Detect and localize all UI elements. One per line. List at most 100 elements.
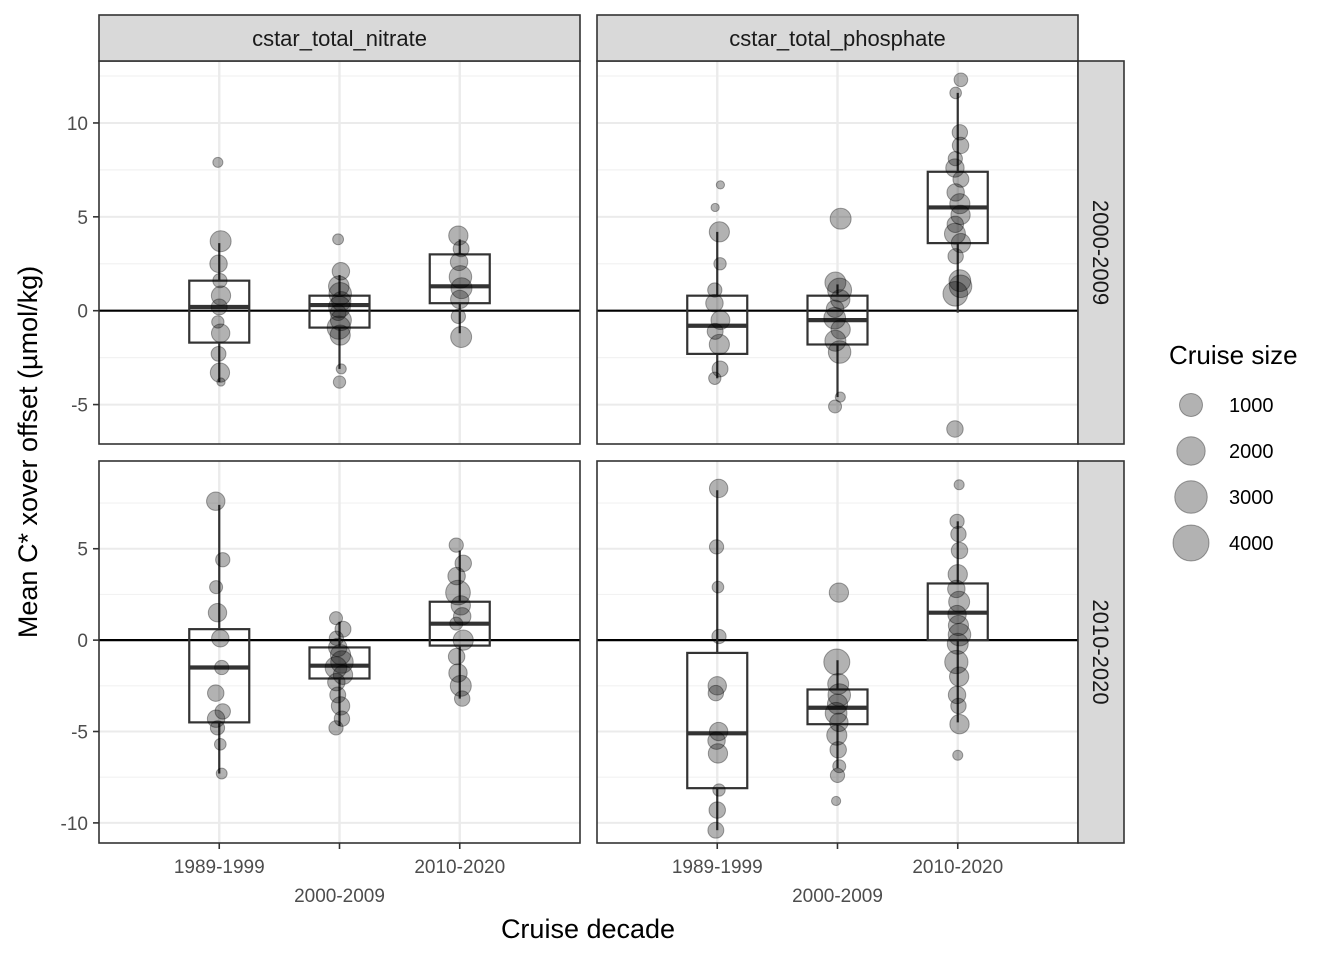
data-point xyxy=(209,362,231,383)
data-point xyxy=(335,363,347,375)
data-point xyxy=(946,183,965,202)
data-point xyxy=(827,673,850,695)
data-point xyxy=(328,630,344,646)
data-point xyxy=(448,663,468,683)
legend-key-label: 1000 xyxy=(1229,395,1274,417)
x-tick-label: 2010-2020 xyxy=(414,857,505,878)
data-point xyxy=(946,420,964,438)
data-point xyxy=(328,295,351,319)
data-point xyxy=(328,720,344,736)
data-point xyxy=(948,274,973,299)
data-point xyxy=(330,696,351,716)
panel-1-0 xyxy=(188,491,491,780)
data-point xyxy=(824,271,847,294)
data-point xyxy=(950,232,972,254)
data-point xyxy=(952,170,970,188)
data-point xyxy=(947,248,964,265)
data-point xyxy=(454,690,471,707)
data-point xyxy=(211,315,225,329)
data-point xyxy=(708,333,730,356)
row-strip-label: 2010-2020 xyxy=(1088,599,1113,704)
data-point xyxy=(707,282,723,298)
legend-title: Cruise size xyxy=(1169,340,1298,370)
panel-0-0 xyxy=(188,156,491,389)
y-tick-label: 10 xyxy=(67,114,88,135)
data-point xyxy=(448,225,469,246)
data-point xyxy=(450,308,466,324)
data-layer xyxy=(188,72,989,839)
box xyxy=(308,646,371,680)
data-point xyxy=(448,265,473,289)
data-point xyxy=(829,207,852,230)
data-point xyxy=(210,298,228,316)
data-point xyxy=(708,371,722,385)
axes-layer: -5 0 5 10 -10 -5 0 5 1989-1999 2000-2009 2010-2020… xyxy=(61,114,1004,907)
data-point xyxy=(216,377,226,387)
data-point xyxy=(711,580,725,594)
panel-1-1 xyxy=(686,478,989,839)
data-point xyxy=(328,282,352,306)
data-point xyxy=(834,391,846,403)
data-point xyxy=(214,659,230,676)
data-point xyxy=(334,620,352,638)
legend-key-circle xyxy=(1179,393,1203,417)
data-point xyxy=(832,759,847,774)
data-point xyxy=(333,710,351,727)
data-point xyxy=(708,221,730,243)
column-strip-label: cstar_total_nitrate xyxy=(252,26,427,51)
data-point xyxy=(952,749,964,761)
data-point xyxy=(215,767,228,780)
data-point xyxy=(826,693,849,715)
data-point xyxy=(452,629,474,651)
data-point xyxy=(707,821,725,839)
data-point xyxy=(827,277,853,303)
data-point xyxy=(210,323,231,343)
data-point xyxy=(213,737,227,751)
data-point xyxy=(332,664,354,685)
data-point xyxy=(450,277,473,300)
data-point xyxy=(824,329,847,352)
data-point xyxy=(332,375,347,389)
data-point xyxy=(829,767,846,783)
data-point xyxy=(949,86,962,100)
data-point xyxy=(454,554,472,573)
data-point xyxy=(450,289,470,310)
data-point xyxy=(324,656,348,679)
data-point xyxy=(713,257,727,271)
data-point xyxy=(824,701,848,725)
data-point xyxy=(949,193,971,215)
panel-0-1 xyxy=(686,72,989,438)
data-point xyxy=(329,686,347,704)
y-axis-title: Mean C* xover offset (µmol/kg) xyxy=(13,266,43,638)
data-point xyxy=(949,714,970,735)
data-point xyxy=(207,603,228,623)
box xyxy=(428,253,491,305)
data-point xyxy=(209,254,228,273)
legend-key-circle xyxy=(1174,480,1208,514)
data-point xyxy=(827,683,852,707)
data-point xyxy=(450,595,471,616)
y-tick-label: -5 xyxy=(71,723,88,744)
data-point xyxy=(452,607,472,626)
data-point xyxy=(450,326,473,348)
data-point xyxy=(329,644,352,666)
data-point xyxy=(445,579,471,606)
data-point xyxy=(206,491,226,511)
y-tick-label: 5 xyxy=(77,540,88,561)
data-point xyxy=(948,269,972,293)
data-point xyxy=(712,783,726,797)
data-point xyxy=(708,539,725,555)
data-point xyxy=(947,685,967,705)
data-point xyxy=(951,124,969,141)
legend-keys: 1000 2000 3000 4000 xyxy=(1172,393,1274,562)
data-point xyxy=(326,315,351,340)
x-axis-title: Cruise decade xyxy=(501,914,675,944)
legend-key-label: 3000 xyxy=(1229,487,1274,509)
data-point xyxy=(830,319,851,340)
data-point xyxy=(206,709,226,728)
data-point xyxy=(214,703,231,720)
x-tick-label: 2000-2009 xyxy=(294,886,385,907)
data-point xyxy=(947,622,972,647)
data-point xyxy=(707,743,729,764)
facet-strips: cstar_total_nitrate cstar_total_phosphate… xyxy=(98,14,1125,844)
